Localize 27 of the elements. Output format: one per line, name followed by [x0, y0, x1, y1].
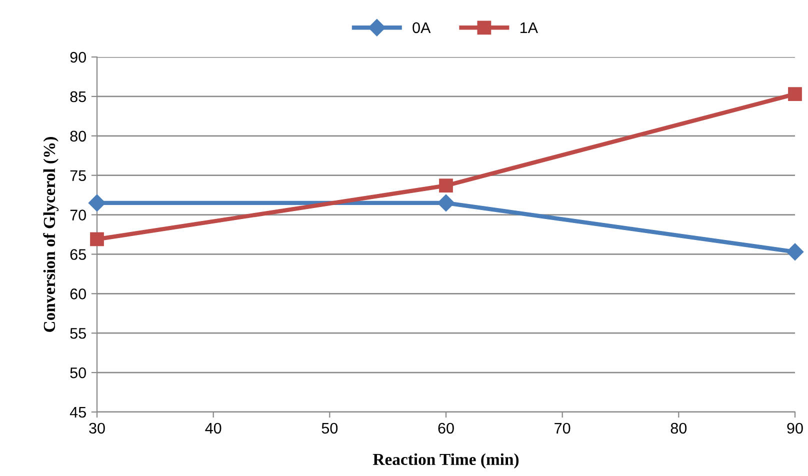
- y-tick-label: 50: [70, 367, 86, 378]
- x-tick-label: 30: [89, 422, 105, 434]
- y-tick-label: 65: [70, 249, 86, 260]
- x-tick-label: 70: [554, 422, 570, 434]
- point: [788, 87, 802, 102]
- point: [88, 194, 106, 212]
- y-tick-label: 70: [70, 210, 86, 220]
- x-tick-label: 50: [322, 422, 338, 434]
- legend-label: 1A: [520, 22, 538, 33]
- x-axis-title: Reaction Time (min): [372, 453, 519, 468]
- y-tick-label: 60: [70, 288, 86, 300]
- y-axis-title: Conversion of Glycerol (%): [43, 137, 58, 332]
- point: [90, 232, 104, 246]
- point: [439, 178, 453, 193]
- y-tick-label: 85: [70, 91, 86, 102]
- y-tick-label: 90: [70, 52, 86, 63]
- legend-label: 0A: [412, 22, 431, 34]
- y-tick-label: 45: [70, 407, 86, 418]
- y-tick-label: 80: [70, 130, 86, 142]
- point: [437, 194, 455, 212]
- x-tick-label: 90: [787, 422, 803, 434]
- y-tick-label: 75: [70, 170, 86, 182]
- x-tick-label: 40: [205, 422, 222, 434]
- point: [786, 243, 804, 260]
- x-tick-label: 80: [670, 422, 687, 434]
- y-tick-label: 55: [70, 328, 86, 339]
- x-tick-label: 60: [438, 422, 454, 434]
